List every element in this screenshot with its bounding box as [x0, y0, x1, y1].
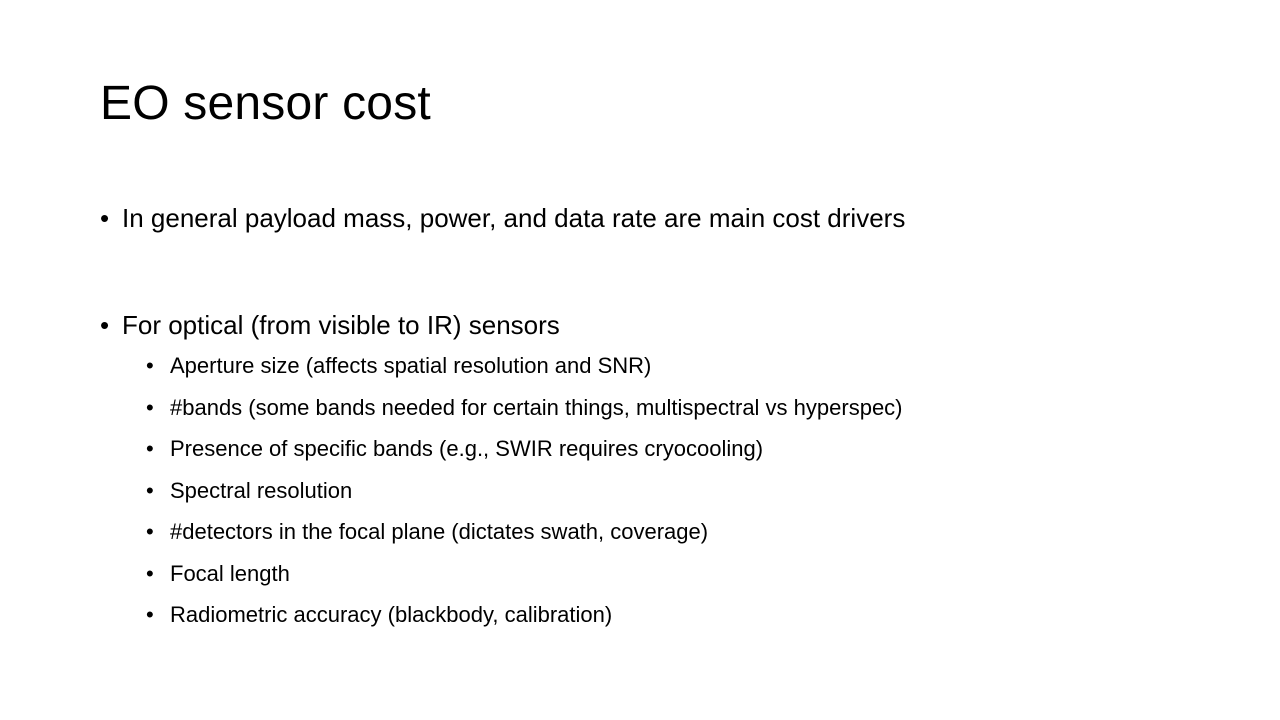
sub-bullet-text: Spectral resolution — [170, 478, 353, 503]
sub-bullet-text: #detectors in the focal plane (dictates … — [170, 519, 709, 544]
sub-bullet-item: • Presence of specific bands (e.g., SWIR … — [146, 436, 763, 462]
sub-bullet-text: Aperture size (affects spatial resolutio… — [170, 353, 652, 378]
bullet-dot-icon: • — [146, 519, 154, 544]
slide-title: EO sensor cost — [100, 77, 431, 130]
bullet-dot-icon: • — [146, 395, 154, 420]
sub-bullet-item: • #detectors in the focal plane (dictates… — [146, 519, 708, 545]
sub-bullet-text: #bands (some bands needed for certain th… — [170, 395, 903, 420]
bullet-text: In general payload mass, power, and data… — [122, 203, 906, 233]
sub-bullet-text: Focal length — [170, 561, 290, 586]
sub-bullet-item: • Aperture size (affects spatial resoluti… — [146, 353, 651, 379]
bullet-item: • For optical (from visible to IR) sensor… — [100, 310, 560, 340]
bullet-dot-icon: • — [100, 310, 110, 340]
bullet-dot-icon: • — [146, 602, 154, 627]
bullet-dot-icon: • — [146, 478, 154, 503]
sub-bullet-item: • Radiometric accuracy (blackbody, calibr… — [146, 602, 612, 628]
bullet-text: For optical (from visible to IR) sensors — [122, 310, 560, 340]
sub-bullet-item: • Spectral resolution — [146, 478, 352, 504]
sub-bullet-item: • Focal length — [146, 561, 290, 587]
bullet-dot-icon: • — [146, 353, 154, 378]
sub-bullet-text: Presence of specific bands (e.g., SWIR r… — [170, 436, 764, 461]
sub-bullet-item: • #bands (some bands needed for certain t… — [146, 395, 903, 421]
bullet-item: • In general payload mass, power, and dat… — [100, 203, 905, 233]
bullet-dot-icon: • — [146, 561, 154, 586]
bullet-dot-icon: • — [146, 436, 154, 461]
bullet-dot-icon: • — [100, 203, 110, 233]
sub-bullet-text: Radiometric accuracy (blackbody, calibra… — [170, 602, 613, 627]
